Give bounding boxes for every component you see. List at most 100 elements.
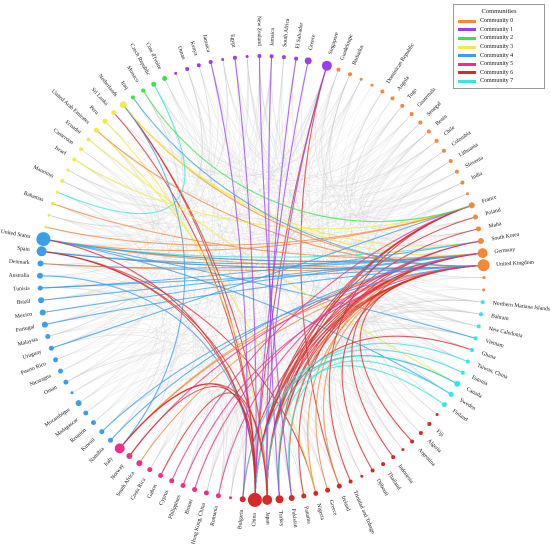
background-edge	[96, 105, 403, 191]
node	[36, 232, 51, 247]
node-label: Costa Rica	[130, 477, 148, 502]
edge	[300, 65, 340, 487]
edge	[171, 204, 472, 482]
background-edge	[67, 169, 468, 362]
background-edge	[328, 91, 384, 465]
node	[391, 455, 396, 460]
background-edge	[44, 65, 328, 325]
node	[477, 238, 484, 244]
background-edge	[62, 180, 363, 477]
node	[162, 76, 168, 81]
background-edge	[206, 79, 362, 493]
background-edge	[360, 122, 468, 219]
node-label: Benin	[435, 114, 449, 127]
node-label: Israel	[53, 145, 67, 157]
background-edge	[113, 112, 463, 373]
node	[359, 77, 363, 81]
background-edge	[119, 65, 215, 449]
background-edge	[67, 169, 363, 477]
edge	[258, 55, 293, 499]
node	[245, 55, 249, 58]
node-label: Trinidad and Tobago	[352, 490, 376, 535]
node	[262, 494, 273, 505]
legend-label: Community 2	[480, 35, 514, 42]
background-edge	[67, 74, 351, 202]
background-edge	[41, 160, 451, 301]
background-edge	[361, 122, 476, 231]
background-edge	[88, 139, 463, 217]
node	[477, 259, 490, 272]
node-label: Ecuador	[64, 119, 82, 135]
node	[301, 493, 307, 499]
background-edge	[222, 59, 483, 303]
background-edge	[218, 91, 383, 496]
background-edge	[132, 61, 223, 171]
node	[169, 478, 175, 484]
node	[185, 67, 190, 71]
background-edge	[132, 97, 280, 500]
node	[72, 157, 77, 162]
node-label: Togo	[407, 87, 419, 100]
node-label: Cyprus	[158, 489, 170, 506]
background-edge	[222, 59, 362, 164]
edge	[328, 204, 472, 482]
node-label: Guadeloupe	[340, 33, 355, 61]
node	[45, 334, 51, 339]
background-edge	[153, 84, 482, 315]
background-edge	[313, 79, 362, 482]
node-label: Japan	[264, 512, 270, 525]
background-edge	[304, 379, 413, 494]
edge	[341, 264, 484, 471]
node-label: United Kingdom	[496, 260, 535, 268]
edge	[119, 383, 268, 500]
node-label: Mexico	[15, 311, 33, 320]
legend-label: Community 5	[480, 61, 514, 68]
background-edge	[47, 277, 485, 337]
node-label: Greece	[308, 33, 317, 50]
background-edge	[51, 329, 163, 432]
node	[58, 368, 63, 374]
legend-swatch	[458, 19, 476, 23]
background-edge	[85, 55, 260, 414]
background-edge	[368, 182, 463, 395]
background-edge	[164, 56, 272, 163]
node-label: New Caledonia	[488, 326, 524, 340]
background-edge	[110, 56, 249, 441]
background-edge	[52, 203, 404, 450]
node	[454, 169, 459, 174]
background-edge	[321, 74, 404, 450]
node-label: United Arab Emirates	[50, 89, 90, 126]
node-label: Brunei	[184, 498, 194, 515]
background-edge	[334, 182, 463, 477]
node	[247, 492, 262, 507]
background-edge	[41, 180, 147, 301]
background-edge	[316, 79, 363, 477]
node	[441, 148, 446, 153]
edge	[96, 129, 317, 494]
edge	[138, 264, 484, 464]
background-edge	[40, 263, 430, 425]
node	[275, 495, 284, 504]
edge	[217, 240, 481, 496]
node-label: South Korea	[491, 232, 520, 243]
node-label: Peru	[88, 105, 100, 117]
node	[409, 112, 414, 116]
background-edge	[78, 56, 272, 404]
node-label: Dominican Republic	[386, 42, 416, 85]
background-edge	[101, 105, 403, 432]
background-edge	[175, 73, 238, 498]
background-edge	[43, 129, 159, 246]
background-edge	[329, 74, 484, 291]
node-label: Australia	[9, 273, 30, 279]
node-label: Germany	[494, 247, 516, 255]
node-label: Romania	[210, 505, 220, 526]
background-edge	[319, 69, 437, 188]
background-edge	[45, 226, 165, 441]
node-label: Oman	[176, 46, 186, 61]
node	[401, 448, 405, 452]
node	[53, 357, 59, 363]
background-edge	[51, 113, 412, 349]
background-edge	[49, 105, 403, 229]
background-edge	[88, 139, 479, 327]
node-label: Fiji	[435, 429, 445, 439]
